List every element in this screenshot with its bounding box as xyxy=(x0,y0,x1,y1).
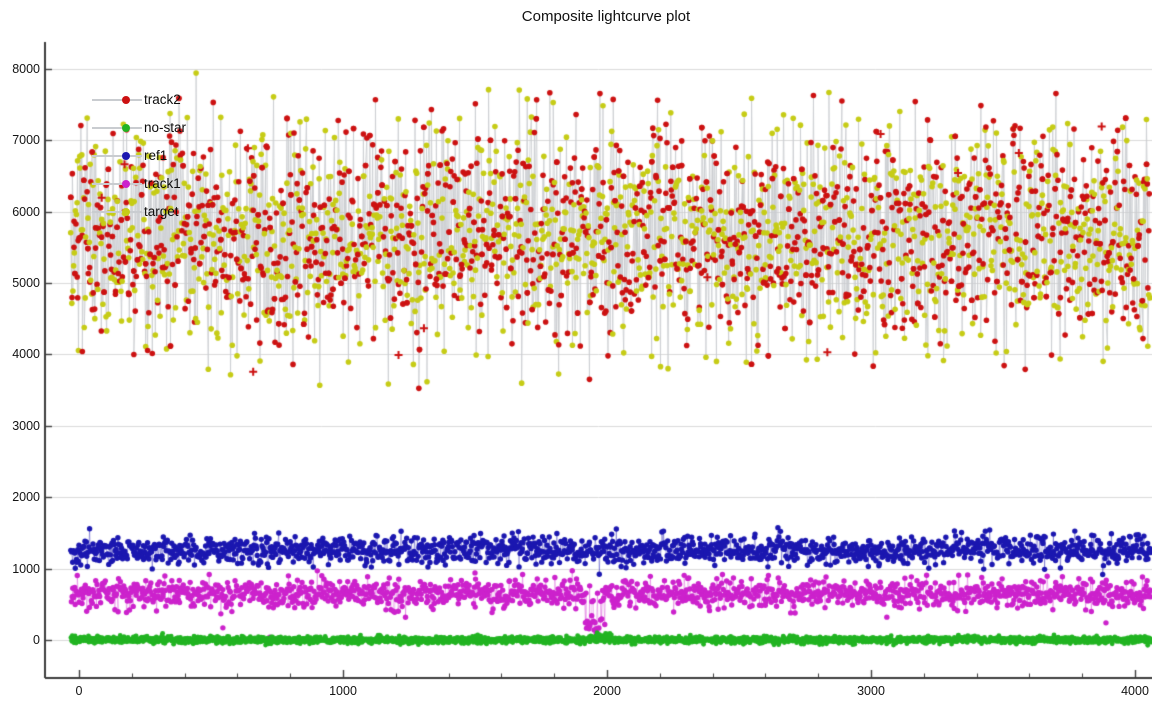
y-tick-label: 7000 xyxy=(12,133,40,148)
chart-title: Composite lightcurve plot xyxy=(521,8,691,25)
legend-marker-icon xyxy=(122,96,130,104)
legend-line-sample xyxy=(92,183,142,185)
legend-label: track1 xyxy=(144,176,181,191)
legend-label: no-star xyxy=(144,120,187,135)
y-tick-label: 3000 xyxy=(12,418,40,433)
legend-marker-icon xyxy=(122,208,130,216)
y-tick-label: 8000 xyxy=(12,61,40,76)
x-tick-label: 3000 xyxy=(857,684,885,698)
x-tick-label: 4000 xyxy=(1121,684,1149,698)
legend-label: target xyxy=(144,204,179,219)
legend-marker-icon xyxy=(122,124,130,132)
legend-line-sample xyxy=(92,155,142,157)
legend-line-sample xyxy=(92,99,142,101)
legend-item-target: target xyxy=(92,198,242,226)
y-tick-label: 0 xyxy=(33,633,40,647)
x-tick-label: 1000 xyxy=(329,684,357,698)
y-tick-label: 4000 xyxy=(12,347,40,362)
legend-line-sample xyxy=(92,211,142,213)
legend-item-track1: track1 xyxy=(92,170,242,198)
y-tick-label: 2000 xyxy=(12,490,40,505)
legend: track2 no-star ref1 track1 target xyxy=(92,86,242,226)
legend-marker-icon xyxy=(122,152,130,160)
legend-label: track2 xyxy=(144,92,181,107)
legend-item-no-star: no-star xyxy=(92,114,242,142)
y-tick-label: 5000 xyxy=(12,276,40,291)
x-tick-label: 0 xyxy=(75,684,83,698)
y-tick-label: 1000 xyxy=(12,561,40,576)
legend-line-sample xyxy=(92,127,142,129)
y-tick-label: 6000 xyxy=(12,204,40,219)
legend-label: ref1 xyxy=(144,148,168,163)
legend-item-track2: track2 xyxy=(92,86,242,114)
x-tick-label: 2000 xyxy=(593,684,621,698)
legend-marker-icon xyxy=(122,180,130,188)
legend-item-ref1: ref1 xyxy=(92,142,242,170)
